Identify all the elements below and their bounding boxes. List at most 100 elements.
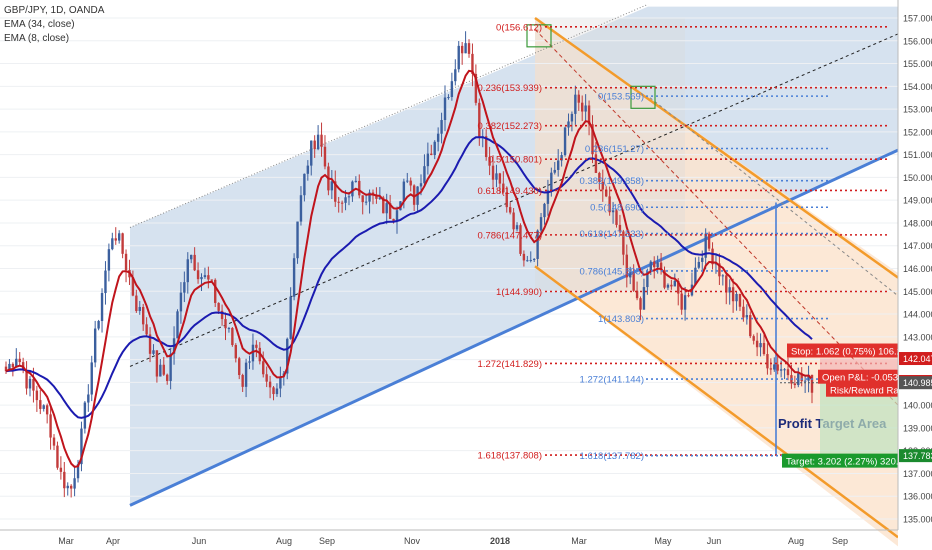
downtrend-channel-fill: [535, 18, 898, 547]
price-tick-label: 150.000: [903, 173, 932, 183]
candle-body: [392, 218, 395, 222]
ema-fast-label[interactable]: EMA (8, close): [4, 33, 70, 44]
candle-body: [701, 257, 704, 262]
position-tool[interactable]: Stop: 1.062 (0.75%) 106.2, A Open P&L: -0…: [780, 343, 916, 468]
candle-body: [15, 358, 18, 368]
candle-body: [292, 258, 296, 297]
candle-body: [409, 180, 412, 186]
candle-body: [629, 272, 632, 278]
symbol-label[interactable]: GBP/JPY, 1D, OANDA: [4, 5, 105, 16]
pnl-label-bg: [818, 369, 898, 384]
candle-body: [625, 254, 628, 278]
candle-body: [498, 173, 502, 184]
candle-body: [508, 207, 512, 213]
candle-body: [467, 43, 471, 54]
candle-body: [395, 210, 399, 222]
uptrend-channel-fill: [130, 6, 898, 506]
ema-34-line: [5, 136, 813, 419]
candle-body: [18, 358, 21, 363]
candle-body: [117, 233, 121, 241]
candle-body: [550, 172, 553, 191]
price-tick-label: 148.000: [903, 218, 932, 228]
pnl-label-text: Open P&L: -0.053, Qt: [822, 373, 914, 384]
candle-body: [190, 254, 193, 260]
candle-body: [546, 190, 550, 204]
ema-lines: [5, 69, 813, 468]
candle-body: [587, 105, 591, 125]
candle-body: [141, 307, 145, 325]
candle-body: [52, 437, 56, 446]
candle-body: [419, 183, 423, 187]
fib1-level-label: 0(156.612): [496, 22, 542, 33]
fib1-level-label: 1.272(141.829): [478, 359, 542, 370]
fib1-level-label: 0.236(153.939): [478, 83, 542, 94]
price-tag-text: 137.783: [903, 451, 932, 461]
candle-body: [488, 157, 491, 166]
candle-body: [779, 369, 783, 371]
time-tick-label: Jun: [707, 536, 722, 546]
price-tick-label: 156.000: [903, 36, 932, 46]
candle-body: [622, 231, 625, 255]
candle-body: [402, 181, 406, 202]
candle-body: [220, 310, 224, 320]
candle-body: [207, 275, 210, 280]
candle-body: [495, 173, 498, 180]
candle-body: [316, 134, 320, 150]
candle-body: [313, 140, 316, 150]
candle-body: [330, 181, 334, 191]
fib2-level-label: 1.618(137.782): [580, 451, 644, 462]
candle-body: [776, 364, 779, 371]
candle-body: [519, 225, 522, 254]
candle-body: [680, 293, 683, 310]
candle-body: [28, 378, 32, 389]
candle-body: [268, 381, 272, 388]
candle-body: [364, 201, 368, 203]
candle-body: [491, 165, 495, 180]
fib1-level-label: 1.618(137.808): [478, 451, 542, 462]
candle-body: [683, 295, 687, 310]
candle-body: [529, 259, 532, 261]
candle-body: [749, 315, 752, 337]
fib2-level-label: 0.618(147.533): [580, 229, 644, 240]
candle-body: [759, 343, 762, 348]
fib2-level-label: 0.382(149.858): [580, 176, 644, 187]
price-tick-label: 146.000: [903, 264, 932, 274]
pivot-high-box: [526, 24, 552, 48]
candle-body: [570, 113, 574, 122]
candle-body: [234, 344, 237, 359]
candle-body: [556, 160, 560, 170]
price-tick-label: 149.000: [903, 196, 932, 206]
candle-body: [436, 133, 440, 142]
candle-body: [522, 253, 526, 261]
candle-body: [738, 293, 742, 307]
candle-body: [32, 378, 35, 391]
fib1-level-label: 0.786(147.477): [478, 230, 542, 241]
candle-body: [334, 181, 337, 202]
candle-body: [248, 361, 251, 363]
candle-body: [107, 249, 111, 271]
candle-body: [255, 344, 258, 348]
ema-slow-label[interactable]: EMA (34, close): [4, 19, 75, 30]
candle-body: [262, 361, 265, 375]
candle-body: [114, 238, 117, 241]
candle-body: [430, 153, 433, 156]
candle-body: [450, 81, 454, 98]
candle-body: [251, 344, 255, 362]
time-axis: Mar Apr Jun Aug Sep Nov 2018 Mar May Jun Aug Sep: [0, 529, 898, 546]
candle-body: [752, 336, 755, 341]
candle-body: [155, 350, 159, 377]
price-tick-label: 153.000: [903, 105, 932, 115]
fib1-level-label: 0.382(152.273): [478, 121, 542, 132]
fib2-level-label: 1.272(141.144): [580, 375, 644, 386]
price-tick-label: 151.000: [903, 150, 932, 160]
candle-body: [382, 197, 385, 214]
candle-body: [615, 210, 618, 225]
candle-body: [416, 186, 419, 205]
candle-body: [581, 102, 584, 112]
price-tag-bg: [899, 376, 932, 390]
fib1-level-label: 0.5(150.801): [488, 155, 542, 166]
candle-body: [183, 282, 186, 293]
candle-body: [594, 154, 598, 173]
candle-body: [303, 173, 306, 196]
